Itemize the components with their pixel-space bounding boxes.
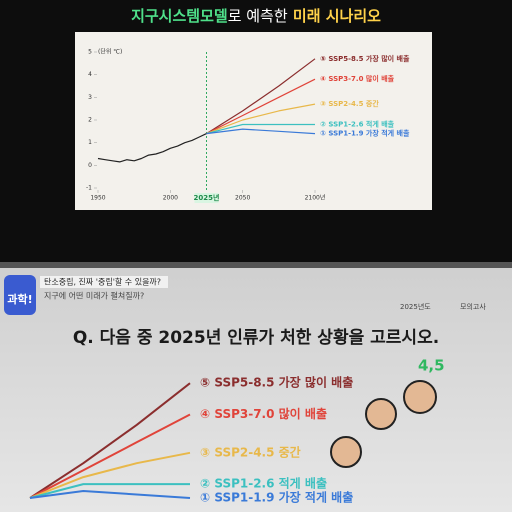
line-series — [206, 58, 316, 135]
bottom-chart: ⑤ SSP5-8.5 가장 많이 배출 ④ SSP3-7.0 많이 배출 ③ SSP… — [29, 375, 353, 505]
line-series — [29, 483, 190, 499]
legend-label: ① SSP1-1.9 가장 적게 배출 — [200, 490, 353, 505]
y-tick-label: 2 — [88, 117, 92, 124]
line-series — [206, 103, 316, 135]
y-tick-label: -1 — [86, 185, 92, 192]
unit-label: (단위 ℃) — [98, 48, 122, 56]
legend-label: ⑤ SSP5-8.5 가장 많이 배출 — [320, 54, 410, 63]
title-part: 미래 시나리오 — [293, 7, 381, 25]
x-tick-label: 1950 — [90, 195, 105, 202]
line-series — [29, 413, 191, 499]
y-tick-label: 1 — [88, 139, 92, 146]
line-series — [206, 78, 316, 135]
line-series — [29, 382, 191, 499]
y-tick-label: 3 — [88, 94, 92, 101]
legend-label: ④ SSP3-7.0 많이 배출 — [200, 406, 327, 421]
legend-label: ② SSP1-2.6 적게 배출 — [200, 476, 327, 491]
title-part: 로 예측한 — [228, 7, 288, 25]
y-tick-label: 4 — [88, 71, 92, 78]
top-chart: -1 0 1 2 3 4 5 (단위 ℃) 1950 2000 2025년 2050 2100년 ⑤ SS… — [86, 48, 410, 203]
score: 4,5 — [418, 357, 445, 375]
face — [403, 380, 437, 414]
face — [330, 436, 362, 468]
x-tick-label: 2050 — [235, 195, 250, 202]
line-series — [97, 133, 207, 163]
x-tick-label: 2000 — [163, 195, 178, 202]
x-tick-label: 2025년 — [194, 193, 220, 202]
exam: 모의고사 — [460, 302, 486, 311]
line-series — [206, 123, 315, 135]
y-tick-label: 5 — [88, 49, 92, 56]
exam-year: 2025년도 — [400, 302, 431, 311]
logo: 과학! — [7, 292, 32, 306]
caption-box — [40, 276, 168, 288]
legend-label: ② SSP1-2.6 적게 배출 — [320, 120, 395, 129]
question: Q. 다음 중 2025년 인류가 처한 상황을 고르시오. — [73, 328, 439, 348]
legend-label: ③ SSP2-4.5 중간 — [200, 444, 301, 459]
chart-title: 지구시스템모델로 예측한 미래 시나리오 — [131, 7, 381, 25]
x-tick-label: 2100년 — [305, 194, 326, 202]
legend-label: ⑤ SSP5-8.5 가장 많이 배출 — [200, 375, 353, 390]
caption: 탄소중립, 진짜 '중립'할 수 있을까? — [44, 277, 161, 287]
chart-card — [75, 32, 432, 210]
bottom-lines: ⑤ SSP5-8.5 가장 많이 배출 ④ SSP3-7.0 많이 배출 ③ SSP… — [29, 375, 353, 505]
logo-box — [4, 275, 36, 315]
legend-label: ③ SSP2-4.5 중간 — [320, 99, 379, 108]
title-part: 지구시스템모델 — [131, 7, 228, 25]
caption: 지구에 어떤 미래가 펼쳐질까? — [44, 291, 144, 301]
divider — [0, 262, 512, 268]
line-series — [206, 128, 316, 135]
legend-label: ① SSP1-1.9 가장 적게 배출 — [320, 129, 410, 138]
highlight — [194, 193, 219, 203]
y-tick-label: 0 — [88, 162, 92, 169]
face — [365, 398, 397, 430]
faces — [330, 380, 437, 468]
line-series — [29, 451, 191, 499]
line-series — [29, 490, 191, 499]
legend-label: ④ SSP3-7.0 많이 배출 — [320, 74, 395, 83]
